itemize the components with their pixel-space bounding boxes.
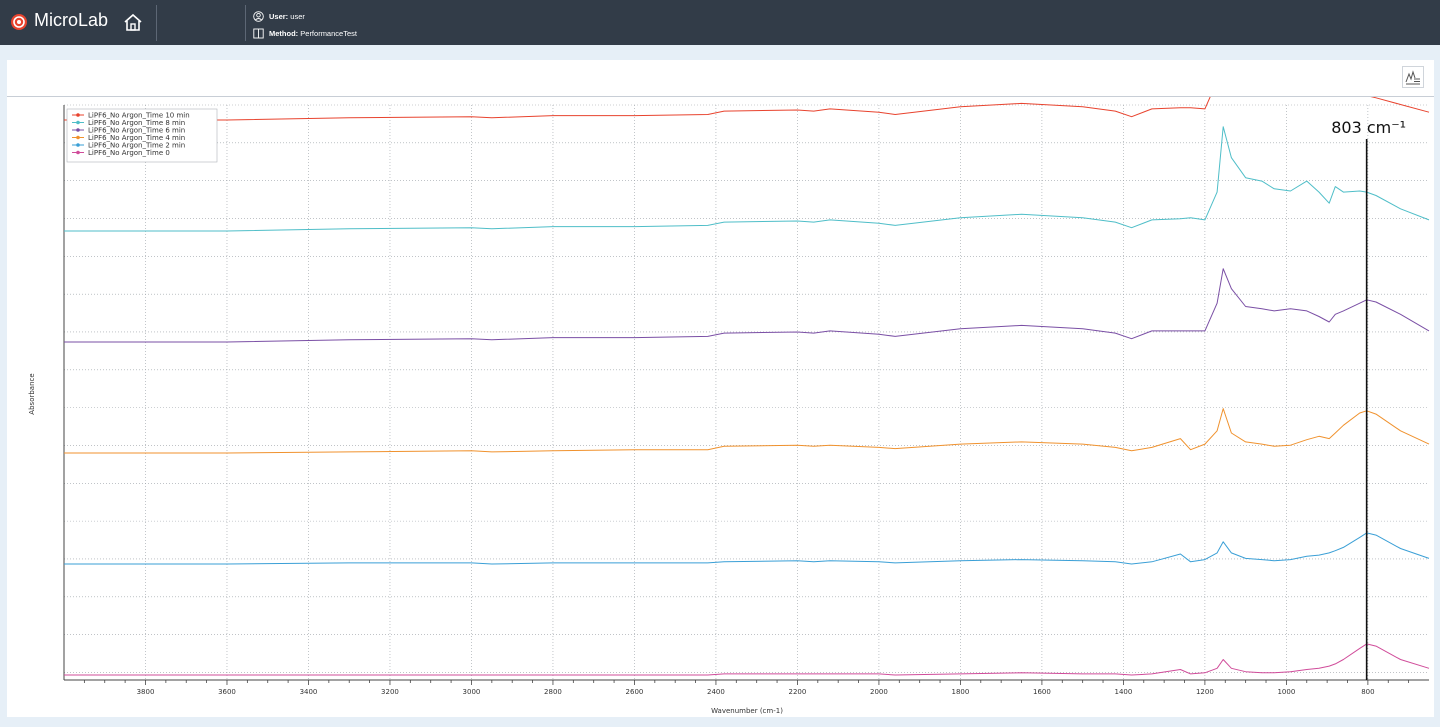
x-tick-label: 3200: [381, 688, 399, 696]
legend-marker: [76, 135, 80, 140]
method-value: PerformanceTest: [300, 29, 357, 38]
legend-marker: [76, 128, 80, 132]
annotation-label: 803 cm⁻¹: [1331, 118, 1406, 137]
x-tick-label: 1200: [1196, 688, 1214, 696]
x-tick-label: 3600: [218, 688, 236, 696]
legend-entry[interactable]: LiPF6_No Argon_Time 0: [88, 149, 170, 157]
x-tick-label: 1800: [952, 688, 970, 696]
x-tick-label: 2600: [626, 688, 644, 696]
method-info: Method: PerformanceTest: [253, 28, 357, 39]
series-line: [64, 97, 1430, 121]
x-tick-label: 2200: [789, 688, 807, 696]
legend-box: [66, 108, 218, 163]
x-tick-label: 2400: [707, 688, 725, 696]
method-label: Method:: [269, 29, 299, 38]
spectrum-panel: 3800 3600 3400 3200 3000 2800 2600 2400 2200 2000…: [7, 60, 1434, 717]
legend-entry[interactable]: LiPF6_No Argon_Time 4 min: [88, 134, 185, 142]
x-tick-label: 1400: [1114, 688, 1132, 696]
legend-entry[interactable]: LiPF6_No Argon_Time 6 min: [88, 127, 185, 135]
x-tick-label: 1000: [1277, 688, 1295, 696]
app-title: MicroLab: [34, 10, 109, 30]
legend-marker: [76, 120, 80, 125]
legend-marker: [76, 143, 80, 147]
user-info: User: user: [253, 11, 305, 22]
legend-entry[interactable]: LiPF6_No Argon_Time 2 min: [88, 142, 185, 150]
microlab-logo-icon: [11, 14, 27, 30]
x-tick-label: 800: [1361, 688, 1374, 696]
x-tick-label: 3000: [463, 688, 481, 696]
divider: [245, 5, 246, 41]
chart-axes: [63, 105, 1429, 681]
legend-entry[interactable]: LiPF6_No Argon_Time 10 min: [88, 112, 190, 120]
ir-spectrum-chart[interactable]: 3800 3600 3400 3200 3000 2800 2600 2400 2200 2000…: [7, 97, 1434, 717]
legend-marker: [76, 150, 80, 155]
x-tick-label: 3800: [137, 688, 155, 696]
home-icon[interactable]: [122, 11, 144, 33]
x-tick-label: 3400: [300, 688, 318, 696]
x-axis-label: Wavenumber (cm-1): [711, 707, 783, 715]
x-tick-label: 2000: [870, 688, 888, 696]
series-line: [64, 268, 1430, 343]
series-line: [64, 126, 1430, 232]
x-tick-label: 2800: [544, 688, 562, 696]
chart-view-icon[interactable]: [1402, 66, 1424, 88]
y-axis-label: Absorbance: [28, 373, 36, 414]
series-lines: [64, 97, 1430, 676]
top-bar: MicroLab User: user Method: PerformanceT…: [0, 0, 1440, 45]
chart-grid: [64, 104, 1429, 680]
panel-header: [7, 60, 1434, 97]
x-tick-label: 1600: [1033, 688, 1051, 696]
legend-entry[interactable]: LiPF6_No Argon_Time 8 min: [88, 119, 185, 127]
user-value: user: [290, 12, 305, 21]
book-icon: [253, 28, 264, 39]
legend-marker: [76, 113, 80, 117]
user-icon: [253, 11, 264, 22]
series-line: [64, 643, 1430, 676]
user-label: User:: [269, 12, 289, 21]
x-axis-ticks: 3800 3600 3400 3200 3000 2800 2600 2400 2200 2000…: [83, 680, 1410, 696]
series-line: [64, 532, 1430, 565]
divider: [156, 5, 157, 41]
annotation-group: 803 cm⁻¹: [1331, 118, 1406, 680]
series-line: [64, 408, 1430, 454]
